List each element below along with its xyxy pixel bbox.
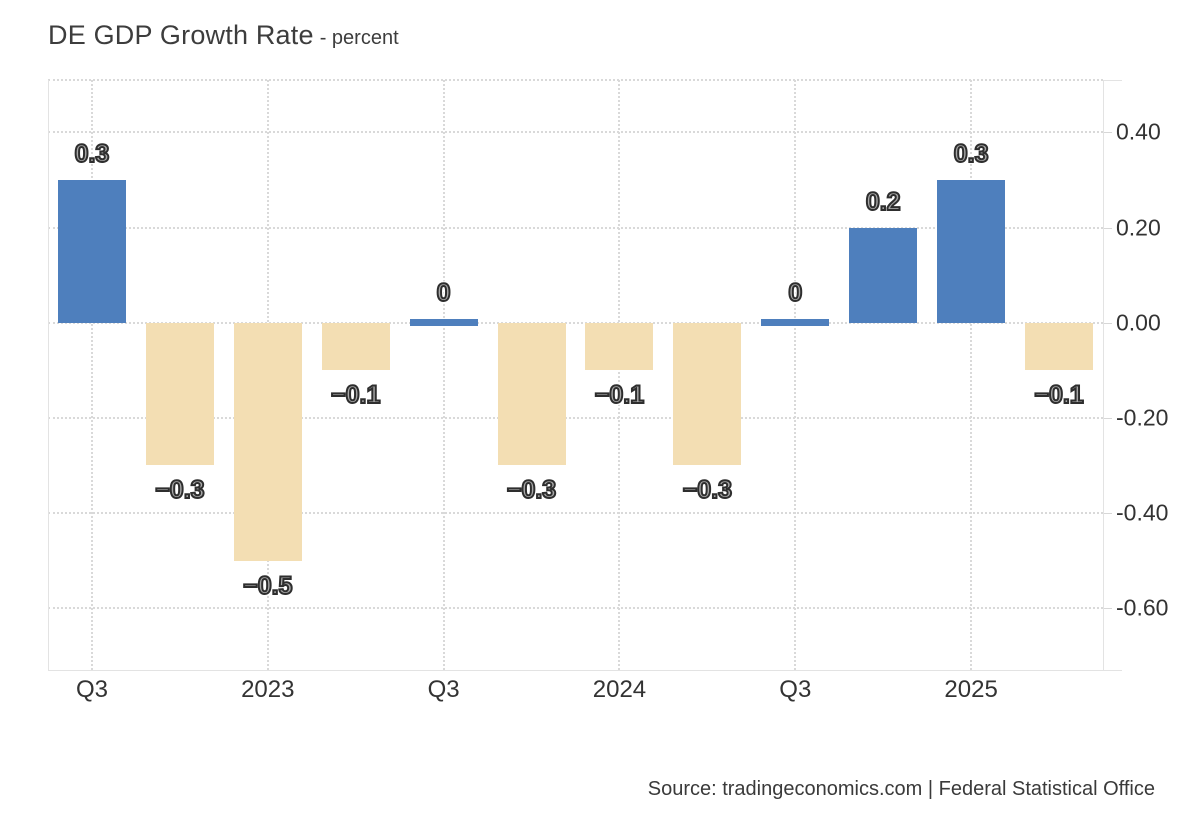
y-axis-label: -0.60 — [1116, 594, 1169, 621]
y-axis-label: -0.40 — [1116, 499, 1169, 526]
plot-top-border — [48, 79, 1103, 81]
h-gridline — [48, 607, 1103, 610]
bar-value-label: −0.5 — [242, 571, 293, 601]
y-axis-tick — [1103, 322, 1112, 324]
bar-value-label: −0.3 — [682, 475, 733, 505]
v-gridline — [442, 80, 445, 670]
x-axis-label: 2023 — [241, 676, 295, 703]
right-axis-line — [1103, 80, 1104, 670]
bar[interactable] — [1025, 322, 1094, 371]
bar[interactable] — [145, 322, 214, 466]
h-gridline — [48, 131, 1103, 134]
chart-subtitle: - percent — [319, 27, 399, 49]
bar-value-label: −0.3 — [506, 475, 557, 505]
bar-value-label: −0.3 — [154, 475, 205, 505]
y-axis-label: 0.20 — [1116, 214, 1161, 240]
bar[interactable] — [497, 322, 566, 466]
bar-value-label: 0 — [787, 278, 803, 308]
bar-value-label: 0 — [436, 278, 452, 308]
bar[interactable] — [673, 322, 742, 466]
bar[interactable] — [321, 322, 390, 371]
x-axis-label: Q3 — [75, 676, 108, 703]
v-gridline — [970, 80, 973, 670]
y-axis-label: 0.40 — [1116, 118, 1161, 145]
v-gridline — [90, 80, 93, 670]
v-gridline — [618, 80, 621, 670]
chart-title: DE GDP Growth Rate — [48, 20, 314, 50]
y-axis-tick — [1103, 512, 1112, 514]
bottom-axis-line — [48, 670, 1122, 671]
bar-value-label: 0.3 — [953, 139, 990, 169]
y-axis-tick — [1103, 132, 1112, 134]
h-gridline — [48, 321, 1103, 324]
bar[interactable] — [585, 322, 654, 371]
y-axis-tick — [1103, 608, 1112, 610]
right-axis-top-cap — [1103, 80, 1122, 81]
v-gridline — [794, 80, 797, 670]
y-axis-tick — [1103, 417, 1112, 419]
h-gridline — [48, 416, 1103, 419]
bar-value-label: −0.1 — [1033, 380, 1084, 410]
bar[interactable] — [409, 318, 478, 326]
x-axis-label: Q3 — [427, 676, 460, 703]
bar[interactable] — [57, 179, 126, 323]
bar[interactable] — [761, 318, 830, 326]
bar-value-label: 0.2 — [865, 187, 902, 217]
bar[interactable] — [233, 322, 302, 561]
left-axis-line — [48, 80, 49, 670]
y-axis-label: 0.00 — [1116, 309, 1161, 336]
bar[interactable] — [937, 179, 1006, 323]
y-axis-label: -0.20 — [1116, 404, 1169, 431]
source-text: Source: tradingeconomics.com | Federal S… — [647, 778, 1155, 800]
x-axis-label: 2025 — [944, 676, 998, 703]
x-axis-label: 2024 — [592, 676, 647, 703]
bar-value-label: 0.3 — [74, 139, 111, 169]
x-axis-label: Q3 — [779, 676, 812, 703]
bar[interactable] — [849, 227, 918, 323]
chart-header: DE GDP Growth Rate - percent — [48, 20, 399, 51]
h-gridline — [48, 226, 1103, 229]
h-gridline — [48, 511, 1103, 514]
y-axis-tick — [1103, 227, 1112, 229]
bar-value-label: −0.1 — [330, 380, 381, 410]
bar-value-label: −0.1 — [594, 380, 645, 410]
